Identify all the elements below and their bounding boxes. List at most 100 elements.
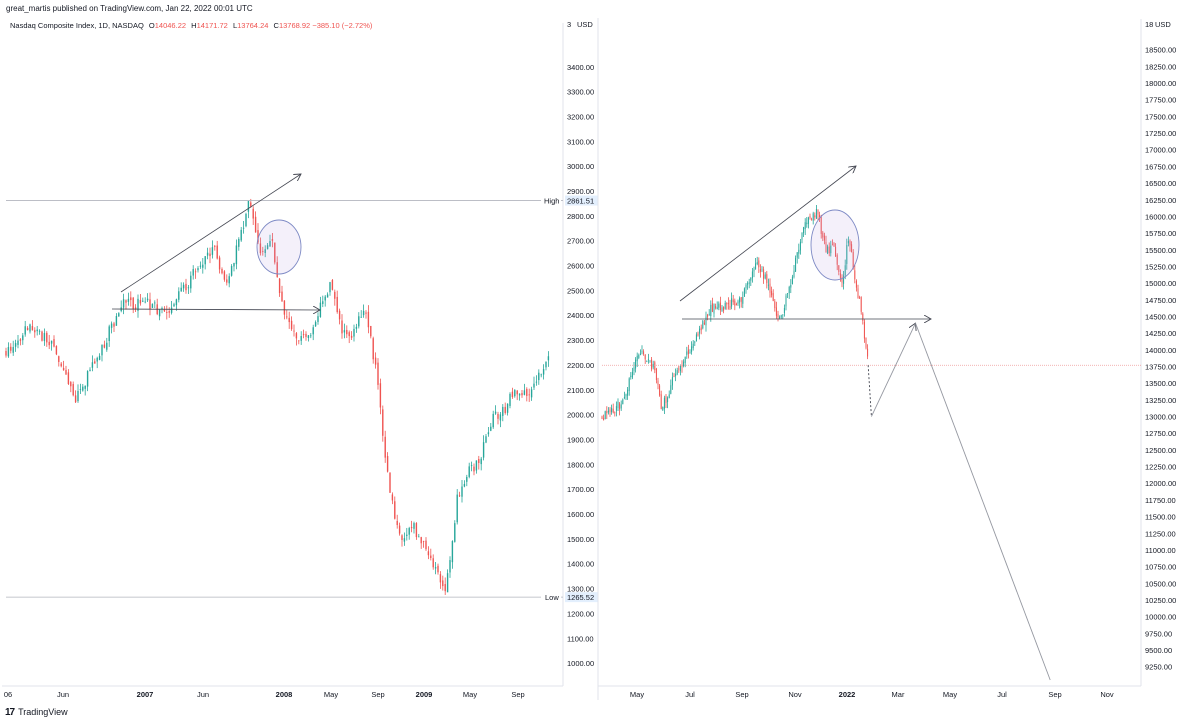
candle-body — [446, 573, 449, 593]
right-y-tick: 13750.00 — [1145, 363, 1176, 372]
right-y-tick: 16000.00 — [1145, 212, 1176, 221]
candle-body — [492, 413, 494, 428]
right-y-tick: 10500.00 — [1145, 579, 1176, 588]
candle-body — [38, 330, 41, 332]
candle-body — [355, 326, 358, 329]
candle-body — [862, 313, 864, 321]
candle-body — [681, 365, 683, 367]
candle-body — [317, 316, 319, 322]
candle-body — [843, 275, 845, 284]
symbol-name[interactable]: Nasdaq Composite Index, 1D, NASDAQ — [10, 21, 144, 30]
candle-body — [240, 229, 242, 241]
candle-body — [259, 243, 262, 254]
candle-body — [523, 390, 526, 395]
candle-body — [444, 584, 446, 592]
left-chart-pane[interactable]: 1000.00 1100.00 1200.00 1300.00 1400.00 1500.… — [2, 20, 598, 699]
candle-body — [410, 527, 413, 529]
candle-body — [173, 304, 175, 307]
right-y-tick: 10000.00 — [1145, 613, 1176, 622]
candle-body — [699, 328, 701, 334]
high-label: H — [191, 21, 197, 30]
candle-body — [764, 274, 766, 279]
right-x-tick: May — [943, 690, 957, 699]
candle-body — [540, 374, 542, 376]
candle-body — [514, 389, 516, 397]
candle-body — [774, 301, 776, 309]
candle-body — [804, 222, 806, 230]
left-x-tick: 06 — [4, 690, 12, 699]
candle-body — [377, 362, 379, 385]
right-y-tick: 18250.00 — [1145, 62, 1176, 71]
candle-body — [607, 410, 609, 413]
candle-body — [711, 303, 713, 312]
candle-body — [127, 298, 130, 302]
candle-body — [691, 346, 693, 352]
candle-body — [830, 245, 832, 254]
candle-body — [528, 394, 530, 396]
candle-body — [336, 296, 338, 313]
right-chart-pane[interactable]: 9250.00 9500.00 9750.00 10000.00 10250.00 105… — [597, 18, 1176, 700]
candle-body — [814, 215, 816, 218]
candle-body — [202, 264, 204, 268]
candle-body — [771, 291, 773, 296]
candle-body — [58, 356, 60, 362]
candle-body — [283, 300, 286, 315]
candle-body — [633, 367, 635, 372]
candle-body — [631, 371, 633, 378]
left-x-tick: Jun — [197, 690, 209, 699]
candle-body — [801, 232, 803, 240]
candle-body — [803, 227, 805, 234]
candle-body — [396, 520, 398, 526]
candle-body — [638, 355, 640, 358]
candle-body — [806, 222, 808, 225]
candle-body — [603, 418, 605, 421]
candle-body — [79, 389, 82, 390]
candle-body — [26, 327, 29, 331]
candle-body — [839, 273, 841, 279]
left-y-tick: 2900.00 — [567, 187, 594, 196]
tradingview-footer[interactable]: 17 TradingView — [5, 704, 68, 720]
right-y-tick-partial: 18 — [1145, 20, 1153, 29]
candle-body — [214, 245, 216, 247]
candle-body — [389, 472, 391, 493]
candle-body — [822, 232, 824, 238]
symbol-legend: Nasdaq Composite Index, 1D, NASDAQ O1404… — [10, 21, 372, 30]
candle-body — [758, 260, 760, 268]
candle-body — [307, 335, 310, 338]
right-y-tick: 16500.00 — [1145, 179, 1176, 188]
candle-body — [827, 246, 829, 254]
candle-body — [466, 476, 468, 482]
candle-body — [499, 414, 502, 421]
left-x-tick: May — [324, 690, 338, 699]
candle-body — [766, 274, 768, 284]
right-trendline-arrow — [679, 166, 856, 302]
candle-body — [82, 386, 84, 391]
candle-body — [379, 383, 382, 408]
candle-body — [206, 252, 209, 256]
candle-body — [506, 403, 509, 413]
candle-body — [122, 299, 125, 308]
candle-body — [36, 329, 38, 332]
candle-body — [729, 306, 731, 309]
candle-body — [799, 241, 801, 251]
candle-body — [823, 235, 825, 241]
candle-body — [857, 288, 859, 298]
candle-body — [98, 355, 101, 360]
candle-body — [41, 331, 43, 341]
candle-body — [743, 288, 745, 297]
candle-body — [609, 409, 611, 412]
candle-body — [341, 320, 343, 334]
candle-body — [271, 239, 274, 241]
candle-body — [182, 284, 185, 289]
candle-body — [473, 466, 475, 472]
right-y-tick: 15750.00 — [1145, 229, 1176, 238]
candle-body — [809, 216, 811, 218]
candle-body — [739, 298, 741, 303]
candle-body — [831, 244, 833, 246]
candle-body — [353, 328, 355, 337]
candle-body — [22, 335, 24, 341]
candle-body — [137, 298, 139, 311]
candle-body — [671, 377, 673, 386]
candle-body — [836, 255, 838, 265]
